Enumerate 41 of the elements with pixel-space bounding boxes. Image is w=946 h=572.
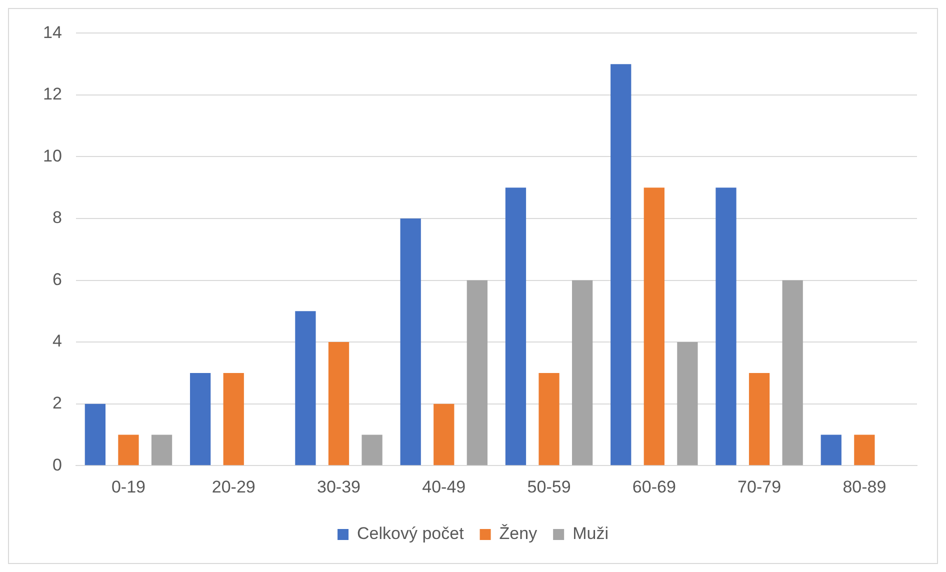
bar [610, 64, 632, 466]
bar [716, 188, 736, 466]
x-tick-label: 50-59 [527, 477, 571, 496]
bar [572, 280, 593, 466]
legend-label: Ženy [499, 524, 538, 544]
legend-label: Muži [572, 524, 608, 544]
bar [434, 404, 454, 466]
bar [400, 218, 421, 466]
bar [466, 280, 488, 466]
x-tick-label: 40-49 [422, 477, 466, 496]
y-tick-label: 0 [52, 455, 62, 474]
bar [677, 342, 698, 466]
y-tick-label: 10 [42, 146, 62, 166]
bar [84, 404, 106, 466]
bar [223, 372, 244, 466]
x-tick-label: 30-39 [317, 477, 360, 496]
x-tick-label: 20-29 [212, 477, 256, 496]
y-tick-label: 6 [52, 270, 62, 289]
legend-label: Celkový počet [357, 524, 464, 544]
y-tick-label: 4 [52, 332, 62, 351]
x-tick-label: 60-69 [632, 477, 676, 496]
x-tick-label: 0-19 [111, 477, 146, 496]
bar [644, 188, 664, 466]
y-tick-label: 2 [52, 394, 62, 413]
bar [295, 311, 316, 466]
bar [190, 372, 211, 466]
bar [362, 434, 382, 466]
y-tick-label: 14 [42, 22, 62, 42]
bar [328, 342, 350, 466]
bar [151, 434, 172, 466]
x-tick-label: 70-79 [738, 477, 782, 496]
bar [820, 434, 842, 466]
x-tick-label: 80-89 [842, 477, 886, 496]
bar [505, 188, 526, 466]
bar [782, 280, 803, 466]
y-tick-label: 12 [42, 84, 62, 104]
bar [748, 372, 770, 466]
y-tick-label: 8 [52, 208, 62, 228]
bar [538, 372, 560, 466]
bar [854, 434, 875, 466]
bar [118, 434, 139, 466]
